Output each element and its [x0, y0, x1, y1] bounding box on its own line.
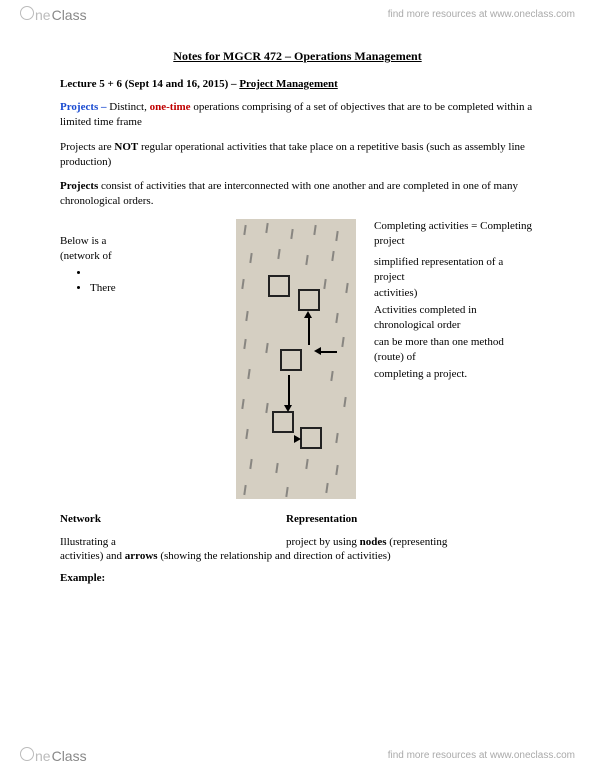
example-heading: Example:: [60, 572, 535, 584]
brand-logo-footer: neClass: [20, 747, 87, 764]
logo-text-1: ne: [35, 748, 51, 764]
document-body: Notes for MGCR 472 – Operations Manageme…: [0, 29, 595, 624]
embedded-diagram: [236, 219, 356, 499]
illus2-a: activities) and: [60, 550, 125, 562]
wrapped-figure-section: Below is a (network of There: [60, 219, 535, 505]
p1-mid: Distinct,: [109, 101, 149, 113]
illus-left: Illustrating a: [60, 535, 286, 550]
node-box-1: [268, 275, 290, 297]
page-header: neClass find more resources at www.onecl…: [0, 0, 595, 29]
node-box-3: [280, 349, 302, 371]
arrow-line: [308, 315, 310, 345]
node-box-4: [272, 411, 294, 433]
left-column: Below is a (network of There: [60, 219, 148, 295]
logo-text-1: ne: [35, 7, 51, 23]
logo-text-2: Class: [52, 748, 87, 764]
network-label: Network: [60, 513, 148, 525]
projects-label: Projects –: [60, 101, 109, 113]
brand-logo: neClass: [20, 6, 87, 23]
arrow-line: [321, 351, 337, 353]
arrows-bold: arrows: [125, 550, 158, 562]
node-box-5: [300, 427, 322, 449]
illus-right-a: project by using: [286, 536, 360, 548]
subtitle-prefix: Lecture 5 + 6 (Sept 14 and 16, 2015) –: [60, 78, 239, 90]
paragraph-projects-def: Projects – Distinct, one-time operations…: [60, 100, 535, 130]
illustrating-line-1: Illustrating a project by using nodes (r…: [60, 535, 535, 550]
page-title: Notes for MGCR 472 – Operations Manageme…: [60, 49, 535, 64]
header-resources-link[interactable]: find more resources at www.oneclass.com: [388, 9, 575, 20]
left-bullets: There: [60, 266, 148, 296]
subtitle-underline: Project Management: [239, 78, 337, 90]
p2-a: Projects are: [60, 141, 114, 153]
nodes-bold: nodes: [360, 536, 387, 548]
illus-right-b: (representing: [387, 536, 448, 548]
logo-text-2: Class: [52, 7, 87, 23]
arrowhead-icon: [284, 405, 292, 412]
left-below: Below is a: [60, 234, 148, 249]
network-representation-heading: Network Representation: [60, 513, 535, 525]
representation-label: Representation: [286, 513, 357, 525]
footer-resources-link[interactable]: find more resources at www.oneclass.com: [388, 750, 575, 761]
arrowhead-icon: [304, 311, 312, 318]
bullet-there: There: [90, 281, 148, 296]
arrowhead-icon: [294, 435, 301, 443]
not-bold: NOT: [114, 141, 138, 153]
one-time-red: one-time: [150, 101, 191, 113]
page-footer: neClass find more resources at www.onecl…: [0, 741, 595, 770]
p3-rest: consist of activities that are interconn…: [60, 180, 518, 207]
left-netof: (network of: [60, 249, 148, 264]
projects-bold: Projects: [60, 180, 98, 192]
node-box-2: [298, 289, 320, 311]
paragraph-projects-consist: Projects consist of activities that are …: [60, 179, 535, 209]
lecture-subtitle: Lecture 5 + 6 (Sept 14 and 16, 2015) – P…: [60, 78, 535, 90]
logo-circle-icon: [20, 6, 34, 20]
illustrating-line-2: activities) and arrows (showing the rela…: [60, 550, 535, 562]
logo-circle-icon: [20, 747, 34, 761]
paragraph-not-regular: Projects are NOT regular operational act…: [60, 140, 535, 170]
bullet-empty: [90, 266, 148, 281]
arrow-line: [288, 375, 290, 407]
arrowhead-icon: [314, 347, 321, 355]
illus2-b: (showing the relationship and direction …: [158, 550, 391, 562]
